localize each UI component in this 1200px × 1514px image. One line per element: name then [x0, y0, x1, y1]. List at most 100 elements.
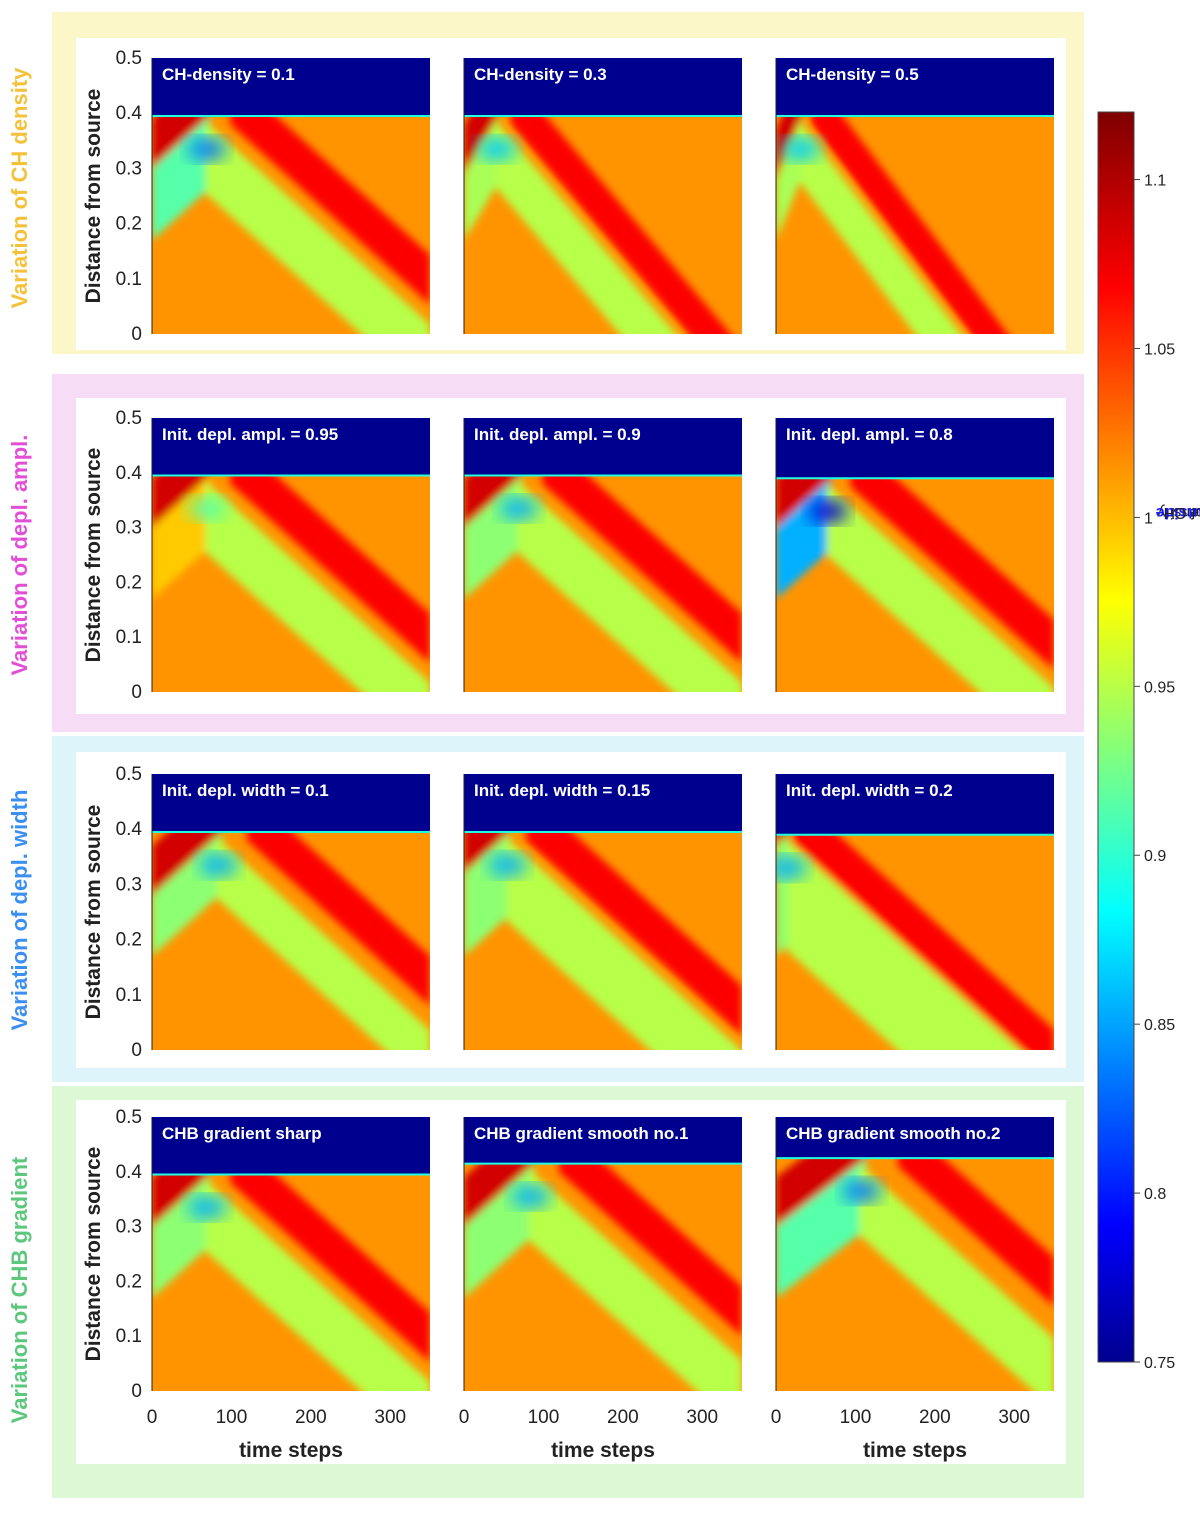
- ch-region: [776, 58, 1054, 116]
- x-tick-label: 100: [840, 1407, 872, 1428]
- wave-band: [230, 74, 430, 305]
- x-tick-label: 0: [771, 1407, 782, 1428]
- wave-band: [246, 790, 430, 1006]
- wave-band: [506, 837, 742, 1050]
- wave-band: [811, 74, 1008, 334]
- wave-band: [230, 434, 430, 663]
- heatmap-panel: CH-density = 0.3: [463, 58, 742, 334]
- y-tick-label: 0.3: [116, 158, 142, 179]
- heatmap-panel: Init. depl. width = 0.1 0 0.1 0.2 0.3 0.4 0.5 D…: [82, 764, 430, 1061]
- x-tick-label: 300: [686, 1407, 718, 1428]
- depletion-core: [488, 854, 527, 877]
- ch-region: [152, 58, 430, 116]
- x-tick-label: 0: [147, 1407, 158, 1428]
- ch-region: [776, 774, 1054, 835]
- y-tick-label: 0: [131, 682, 142, 703]
- panel-title: Init. depl. ampl. = 0.95: [162, 425, 338, 444]
- wave-band: [517, 481, 742, 692]
- heatmap-panel: Init. depl. ampl. = 0.8: [775, 418, 1054, 692]
- depletion-core: [842, 1180, 882, 1202]
- ch-region: [776, 1117, 1054, 1159]
- y-tick-label: 0.3: [116, 874, 142, 895]
- wave-band: [787, 840, 1020, 1050]
- x-axis-label: time steps: [551, 1439, 655, 1462]
- ch-region: [464, 418, 742, 476]
- heatmap-panel: Init. depl. width = 0.2: [775, 774, 1054, 1050]
- y-tick-label: 0: [131, 1040, 142, 1061]
- y-axis-label: Distance from source: [82, 448, 105, 663]
- wave-band: [525, 790, 742, 1036]
- y-axis-label: Distance from source: [82, 89, 105, 304]
- heatmap-panel: Init. depl. width = 0.15: [463, 774, 742, 1050]
- depletion-core: [511, 1185, 551, 1208]
- wave-band: [205, 1180, 430, 1391]
- wave-band: [776, 834, 789, 957]
- y-tick-label: 0.5: [116, 48, 142, 69]
- wave-band: [859, 1163, 1054, 1391]
- heatmap-panel: CHB gradient smooth no.2 0 100 200 300 time s…: [771, 1117, 1054, 1462]
- y-tick-label: 0.5: [116, 1107, 142, 1128]
- y-tick-label: 0.1: [116, 985, 142, 1006]
- x-tick-label: 300: [374, 1407, 406, 1428]
- x-tick-label: 200: [919, 1407, 951, 1428]
- y-tick-label: 0.3: [116, 518, 142, 539]
- ch-region: [464, 774, 742, 832]
- depletion-core: [199, 854, 239, 877]
- x-tick-label: 100: [216, 1407, 248, 1428]
- y-axis-label: Distance from source: [82, 1147, 105, 1362]
- wave-band: [897, 1117, 1054, 1307]
- y-tick-label: 0: [131, 324, 142, 345]
- depletion-core: [477, 138, 517, 161]
- y-tick-label: 0.1: [116, 1326, 142, 1347]
- panel-title: Init. depl. width = 0.15: [474, 781, 650, 800]
- heatmap-panel: CH-density = 0.5: [775, 58, 1054, 334]
- depletion-core: [187, 138, 227, 161]
- y-tick-label: 0.2: [116, 214, 142, 235]
- depletion-core: [776, 856, 808, 879]
- wave-band: [510, 74, 731, 334]
- x-tick-label: 300: [998, 1407, 1030, 1428]
- panel-title: CH-density = 0.5: [786, 65, 919, 84]
- y-axis-label: Distance from source: [82, 805, 105, 1020]
- wave-band: [495, 121, 676, 334]
- ch-region: [152, 418, 430, 476]
- y-tick-label: 0.1: [116, 627, 142, 648]
- wave-band: [558, 1122, 742, 1337]
- y-tick-label: 0: [131, 1381, 142, 1402]
- y-tick-label: 0.2: [116, 930, 142, 951]
- heatmap-panel: Init. depl. ampl. = 0.95 0 0.1 0.2 0.3 0.4 0.5…: [82, 408, 430, 703]
- panel-title: CHB gradient smooth no.1: [474, 1124, 688, 1143]
- ch-region: [152, 1117, 430, 1175]
- depletion-core: [499, 497, 539, 520]
- x-tick-label: 0: [459, 1407, 470, 1428]
- y-tick-label: 0.4: [116, 819, 143, 840]
- panel-title: Init. depl. width = 0.1: [162, 781, 329, 800]
- x-tick-label: 200: [295, 1407, 327, 1428]
- panel-title: CH-density = 0.1: [162, 65, 295, 84]
- depletion-core: [187, 1196, 227, 1219]
- heatmap-panel: CHB gradient sharp 0 0.1 0.2 0.3 0.4 0.5 Distan…: [82, 1107, 430, 1462]
- x-tick-label: 200: [607, 1407, 639, 1428]
- ch-region: [152, 774, 430, 832]
- depletion-core: [781, 138, 821, 161]
- heatmap-panel: Init. depl. ampl. = 0.9: [463, 418, 742, 692]
- y-tick-label: 0.1: [116, 269, 142, 290]
- panel-title: CH-density = 0.3: [474, 65, 607, 84]
- wave-band: [850, 437, 1054, 670]
- depletion-core: [187, 497, 227, 520]
- y-tick-label: 0.2: [116, 572, 142, 593]
- y-tick-label: 0.5: [116, 764, 142, 785]
- y-tick-label: 0.4: [116, 1162, 143, 1183]
- y-tick-label: 0.2: [116, 1271, 142, 1292]
- wave-band: [528, 1169, 742, 1391]
- y-tick-label: 0.4: [116, 463, 143, 484]
- ch-region: [776, 418, 1054, 479]
- ch-region: [464, 1117, 742, 1164]
- x-tick-label: 100: [528, 1407, 560, 1428]
- wave-band: [800, 121, 961, 334]
- depletion-core: [808, 500, 848, 523]
- ch-region: [464, 58, 742, 116]
- heatmap-panel: CH-density = 0.1 0 0.1 0.2 0.3 0.4 0.5 Distance…: [82, 48, 430, 345]
- wave-band: [792, 793, 1054, 1050]
